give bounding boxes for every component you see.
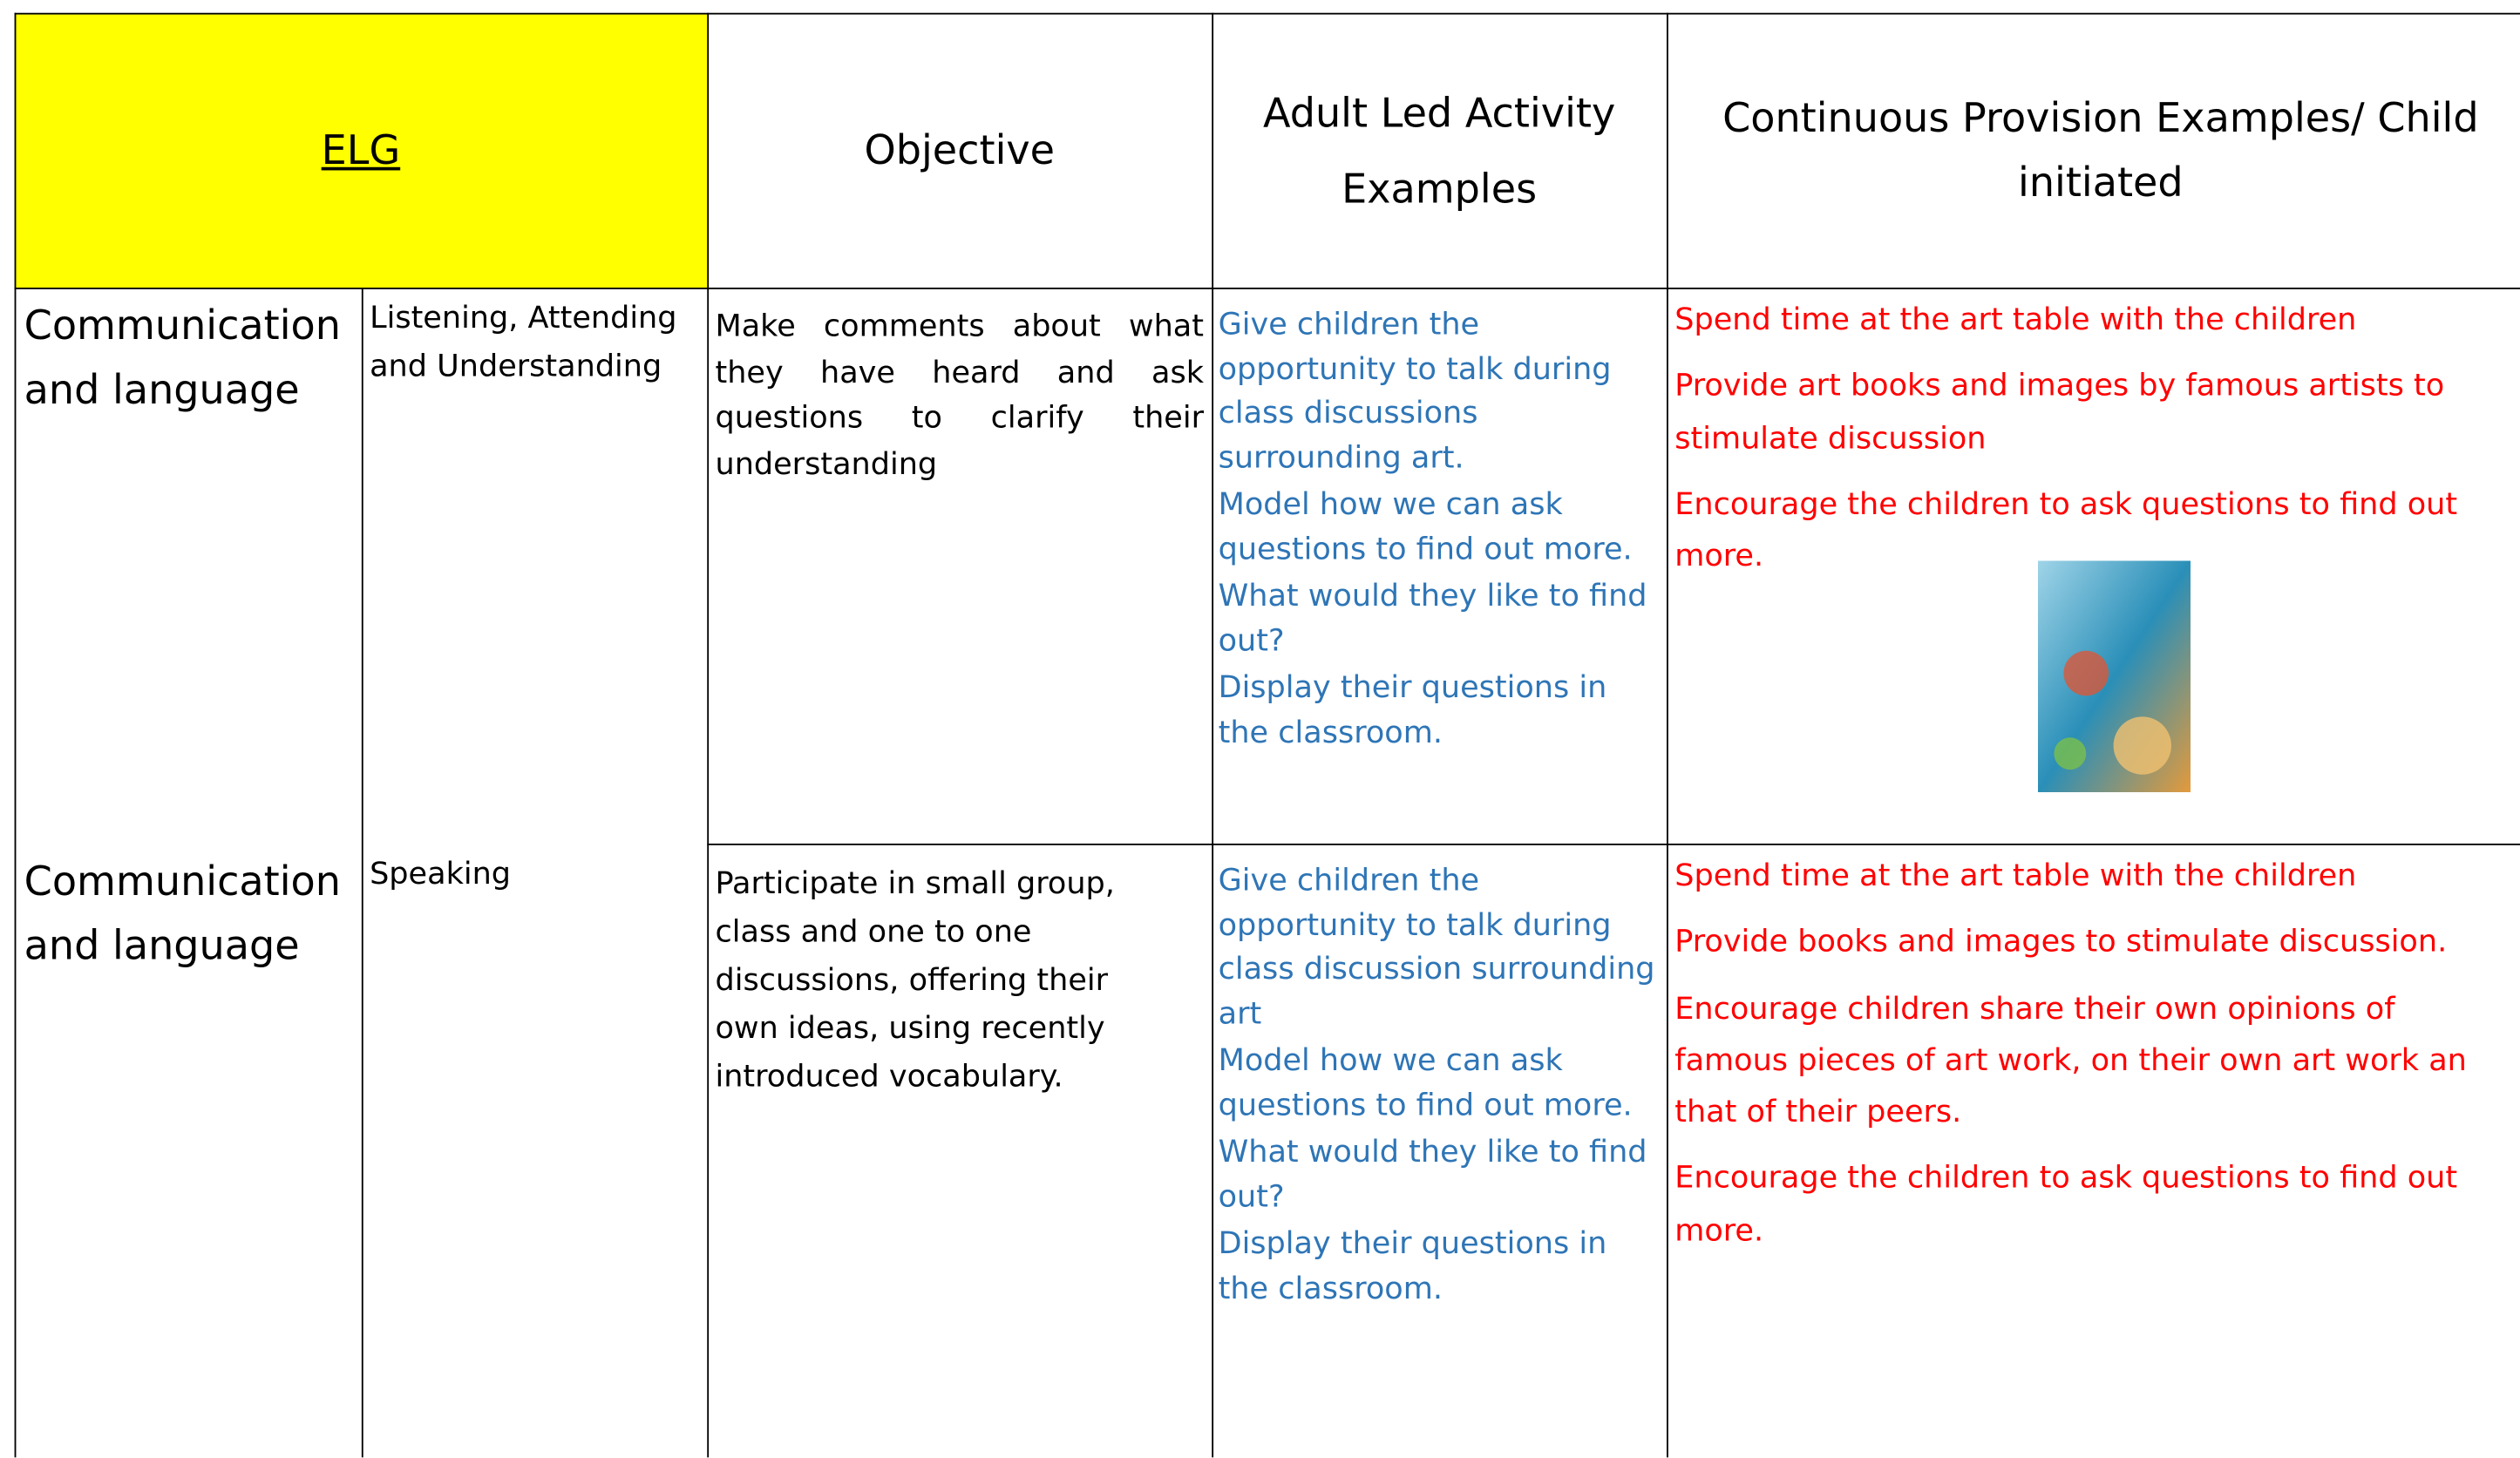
adult-item: Model how we can ask questions to find o… (1218, 1042, 1633, 1123)
aspect: Listening, Attending and Understanding (370, 300, 677, 385)
border (14, 12, 17, 1458)
border (14, 12, 2520, 15)
adult-header: Adult Led Activity Examples (1262, 89, 1616, 213)
adult-item: What would they like to find out? (1218, 1135, 1647, 1215)
adult-item: Display their questions in the classroom… (1218, 1226, 1607, 1306)
continuous-item: Provide books and images to stimulate di… (1674, 924, 2448, 960)
continuous-header: Continuous Provision Examples/ Child ini… (1722, 94, 2479, 207)
objective-header: Objective (864, 127, 1056, 174)
continuous-item: Spend time at the art table with the chi… (1674, 858, 2357, 894)
continuous-item: Spend time at the art table with the chi… (1674, 302, 2357, 338)
adult-item: Give children the opportunity to talk du… (1218, 307, 1612, 476)
area: Communication and language (24, 858, 341, 969)
border (1667, 12, 1668, 1458)
border (1212, 12, 1214, 1458)
continuous-item: Encourage the children to ask questions … (1674, 486, 2458, 574)
elg-header-bg (14, 14, 708, 288)
objective: Participate in small group, class and on… (715, 865, 1115, 1095)
continuous-item: Encourage the children to ask questions … (1674, 1161, 2458, 1249)
elg-header: ELG (321, 127, 401, 174)
adult-item: What would they like to find out? (1218, 579, 1647, 659)
adult-list: Give children the opportunity to talk du… (1212, 288, 1667, 776)
area: Communication and language (24, 302, 341, 413)
aspect: Speaking (370, 856, 512, 892)
adult-item: Give children the opportunity to talk du… (1218, 863, 1655, 1032)
continuous-item: Provide art books and images by famous a… (1674, 368, 2445, 456)
adult-item: Model how we can ask questions to find o… (1218, 487, 1633, 567)
adult-list: Give children the opportunity to talk du… (1212, 844, 1667, 1332)
continuous-item: Encourage children share their own opini… (1674, 990, 2467, 1130)
artwork-image (2037, 560, 2191, 792)
objective: Make comments about what they have heard… (715, 309, 1205, 482)
continuous-list: Spend time at the art table with the chi… (1667, 844, 2520, 1278)
continuous-list: Spend time at the art table with the chi… (1667, 288, 2520, 603)
border (707, 843, 2520, 845)
border (14, 288, 2520, 289)
border (361, 288, 363, 1458)
border (707, 12, 710, 1458)
adult-item: Display their questions in the classroom… (1218, 670, 1607, 750)
